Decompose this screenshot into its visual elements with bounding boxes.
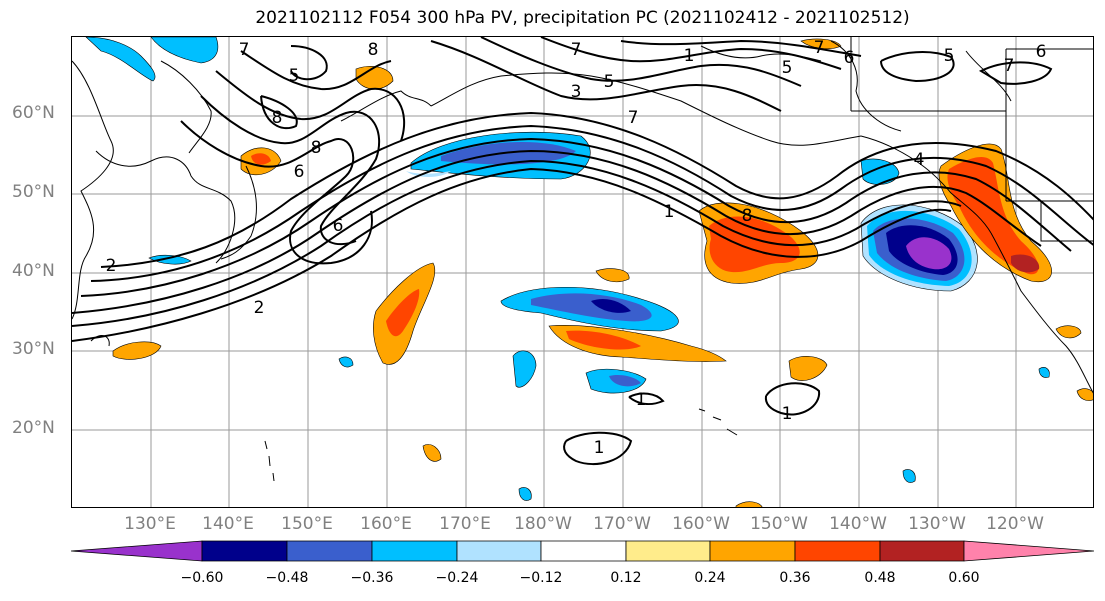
colorbar-segment — [456, 540, 542, 562]
colorbar-segment — [201, 540, 288, 562]
colorbar-tick: 0.12 — [610, 570, 642, 586]
colorbar-segment — [71, 540, 203, 562]
pv-contours — [72, 37, 1093, 466]
contour-label: 5 — [782, 58, 793, 78]
lon-label-160w: 160°W — [672, 514, 730, 534]
contour-label: 8 — [368, 40, 379, 60]
contour-label: 1 — [684, 46, 695, 66]
contour-label: 7 — [1004, 56, 1015, 76]
lon-label-140e: 140°E — [202, 514, 254, 534]
map-panel: 7 8 5 8 8 6 6 2 2 7 3 5 7 6 5 7 1 8 1 1 … — [71, 36, 1094, 508]
colorbar-segment — [371, 540, 458, 562]
colorbar-segment — [794, 540, 881, 562]
colorbar-tick: −0.36 — [350, 570, 394, 586]
contour-label: 4 — [914, 150, 925, 170]
contour-label: 2 — [106, 256, 117, 276]
contour-label: 1 — [782, 404, 793, 424]
colorbar-tick: 0.24 — [694, 570, 726, 586]
colorbar-tick: 0.60 — [948, 570, 980, 586]
lat-label-20n: 20°N — [12, 418, 55, 438]
lon-label-160e: 160°E — [360, 514, 412, 534]
contour-label: 1 — [664, 202, 675, 222]
lon-label-140w: 140°W — [829, 514, 887, 534]
contour-label: 6 — [1036, 42, 1047, 62]
precipitation-shading — [85, 37, 1093, 507]
contour-labels: 7 8 5 8 8 6 6 2 2 7 3 5 7 6 5 7 1 8 1 1 … — [106, 38, 1047, 458]
lon-label-120w: 120°W — [986, 514, 1044, 534]
colorbar-tick: −0.48 — [265, 570, 309, 586]
lon-label-130e: 130°E — [124, 514, 176, 534]
lat-label-40n: 40°N — [12, 261, 55, 281]
contour-label: 5 — [604, 72, 615, 92]
colorbar-tick: 0.36 — [779, 570, 811, 586]
contour-label: 6 — [294, 162, 305, 182]
lon-label-180w: 180°W — [514, 514, 572, 534]
colorbar-tick: −0.12 — [519, 570, 563, 586]
colorbar — [71, 540, 1094, 562]
lat-label-60n: 60°N — [12, 103, 55, 123]
contour-label: 8 — [742, 206, 753, 226]
lon-label-150w: 150°W — [750, 514, 808, 534]
colorbar-tick: −0.60 — [180, 570, 224, 586]
coastlines — [72, 37, 1093, 482]
colorbar-segment — [963, 540, 1094, 562]
contour-label: 1 — [594, 438, 605, 458]
map-title: 2021102112 F054 300 hPa PV, precipitatio… — [255, 8, 910, 28]
colorbar-segment — [709, 540, 796, 562]
colorbar-tick: −0.24 — [435, 570, 479, 586]
contour-label: 2 — [254, 298, 265, 318]
contour-label: 7 — [571, 40, 582, 60]
contour-label: 6 — [844, 48, 855, 68]
colorbar-tick: 0.48 — [864, 570, 896, 586]
contour-label: 8 — [272, 108, 283, 128]
lon-label-130w: 130°W — [908, 514, 966, 534]
contour-label: 7 — [814, 38, 825, 58]
lon-label-170w: 170°W — [593, 514, 651, 534]
lat-label-50n: 50°N — [12, 182, 55, 202]
contour-label: 8 — [311, 138, 322, 158]
colorbar-segment — [540, 540, 627, 562]
contour-label: 7 — [239, 40, 250, 60]
contour-label: 7 — [628, 108, 639, 128]
contour-label: 1 — [636, 390, 647, 410]
lat-label-30n: 30°N — [12, 339, 55, 359]
lon-label-150e: 150°E — [281, 514, 333, 534]
contour-label: 5 — [289, 66, 300, 86]
colorbar-segment — [286, 540, 373, 562]
colorbar-segment — [879, 540, 965, 562]
contour-label: 5 — [944, 46, 955, 66]
colorbar-segment — [625, 540, 711, 562]
contour-label: 6 — [333, 216, 344, 236]
lon-label-170e: 170°E — [439, 514, 491, 534]
contour-label: 3 — [571, 82, 582, 102]
